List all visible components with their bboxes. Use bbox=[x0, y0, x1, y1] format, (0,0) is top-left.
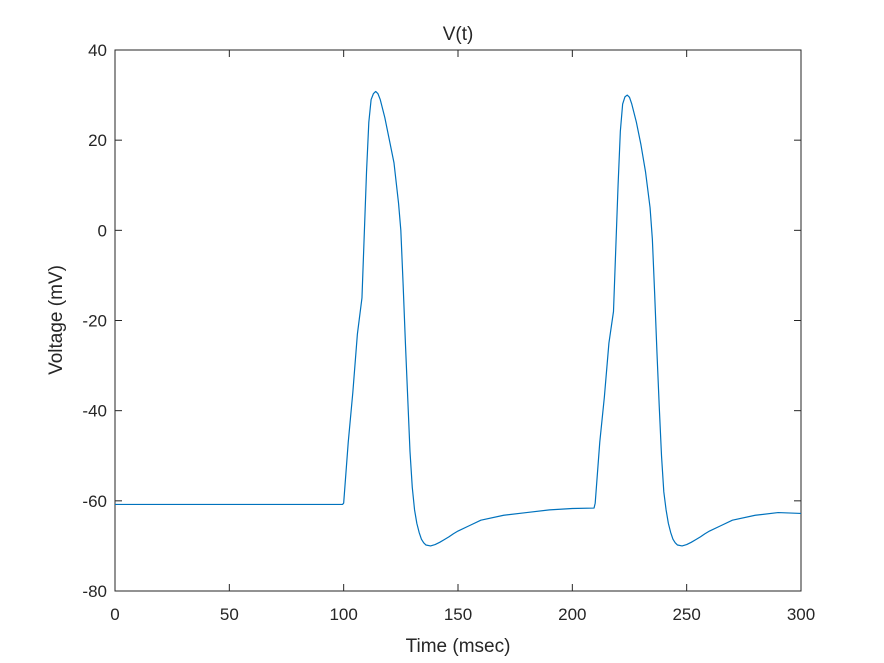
y-tick-label: -80 bbox=[82, 582, 107, 601]
y-tick-label: -60 bbox=[82, 492, 107, 511]
x-tick-label: 150 bbox=[444, 605, 472, 624]
x-tick-label: 200 bbox=[558, 605, 586, 624]
voltage-series-line bbox=[115, 90, 802, 547]
x-tick-label: 300 bbox=[787, 605, 815, 624]
chart-title: V(t) bbox=[443, 24, 474, 45]
x-tick-label: 100 bbox=[329, 605, 357, 624]
plot-area bbox=[114, 49, 802, 592]
y-tick-label: -40 bbox=[82, 402, 107, 421]
y-axis-label: Voltage (mV) bbox=[46, 265, 67, 375]
x-axis-label: Time (msec) bbox=[406, 636, 511, 657]
series-layer bbox=[115, 90, 802, 547]
x-tick-label: 250 bbox=[672, 605, 700, 624]
y-tick-label: -20 bbox=[82, 312, 107, 331]
x-tick-label: 0 bbox=[110, 605, 119, 624]
y-tick-label: 40 bbox=[88, 41, 107, 60]
x-tick-labels: 0 50 100 150 200 250 300 bbox=[110, 605, 815, 624]
y-tick-labels: -80 -60 -40 -20 0 20 40 bbox=[82, 41, 107, 601]
y-tick-label: 20 bbox=[88, 131, 107, 150]
tick-marks bbox=[114, 49, 802, 592]
x-tick-label: 50 bbox=[220, 605, 239, 624]
y-tick-label: 0 bbox=[98, 221, 107, 240]
